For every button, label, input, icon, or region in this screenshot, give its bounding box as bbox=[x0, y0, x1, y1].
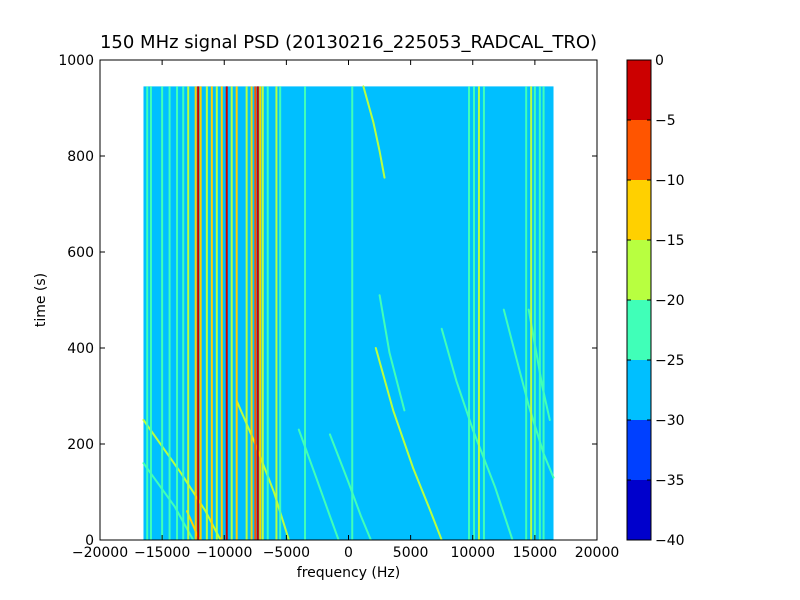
drift-track-5 bbox=[374, 347, 443, 540]
drift-track-4 bbox=[328, 433, 372, 540]
colorbar-tick-label: −35 bbox=[655, 473, 685, 489]
colorbar-band bbox=[627, 480, 651, 540]
x-tick-label: 20000 bbox=[575, 545, 620, 561]
colorbar bbox=[627, 60, 651, 540]
colorbar-tick-label: −15 bbox=[655, 233, 685, 249]
drift-track-8 bbox=[440, 327, 514, 540]
colorbar-tick-label: −5 bbox=[655, 113, 676, 129]
colorbar-tick-label: −30 bbox=[655, 413, 685, 429]
x-axis: −20000 −15000 −10000 −5000 0 5000 10000 15000 20… bbox=[72, 60, 619, 561]
x-tick-label: 0 bbox=[344, 545, 353, 561]
colorbar-band bbox=[627, 60, 651, 120]
x-tick-label: −20000 bbox=[72, 545, 128, 561]
colorbar-tick-label: −20 bbox=[655, 293, 685, 309]
x-axis-label: frequency (Hz) bbox=[297, 565, 400, 581]
drift-track-1 bbox=[142, 462, 195, 540]
x-tick-label: −10000 bbox=[196, 545, 252, 561]
colorbar-band bbox=[627, 120, 651, 180]
y-axis: 0 200 400 600 800 1000 bbox=[58, 53, 597, 549]
colorbar-tick-label: −25 bbox=[655, 353, 685, 369]
colorbar-axis: 0 −5 −10 −15 −20 −25 −30 −35 −40 bbox=[627, 53, 685, 549]
spectrogram-heatmap bbox=[142, 85, 555, 540]
drift-track-9 bbox=[502, 308, 555, 479]
colorbar-band bbox=[627, 180, 651, 240]
drift-track-7 bbox=[378, 294, 406, 412]
colorbar-band bbox=[627, 300, 651, 360]
drift-track-3 bbox=[297, 428, 340, 540]
drift-track-10 bbox=[527, 308, 551, 421]
y-tick-label: 800 bbox=[67, 149, 94, 165]
colorbar-band bbox=[627, 420, 651, 480]
y-tick-label: 600 bbox=[67, 245, 94, 261]
x-tick-label: 15000 bbox=[513, 545, 558, 561]
y-tick-label: 0 bbox=[85, 533, 94, 549]
heatmap-background bbox=[143, 86, 554, 540]
colorbar-band bbox=[627, 240, 651, 300]
y-axis-label: time (s) bbox=[33, 273, 49, 327]
x-tick-label: −5000 bbox=[263, 545, 310, 561]
x-tick-label: 5000 bbox=[393, 545, 429, 561]
drift-track-6 bbox=[362, 85, 386, 179]
x-tick-label: 10000 bbox=[450, 545, 495, 561]
x-tick-label: −15000 bbox=[134, 545, 190, 561]
colorbar-tick-label: 0 bbox=[655, 53, 664, 69]
colorbar-tick-label: −10 bbox=[655, 173, 685, 189]
colorbar-tick-label: −40 bbox=[655, 533, 685, 549]
colorbar-band bbox=[627, 360, 651, 420]
y-tick-label: 200 bbox=[67, 437, 94, 453]
y-tick-label: 400 bbox=[67, 341, 94, 357]
y-tick-label: 1000 bbox=[58, 53, 94, 69]
chart-title: 150 MHz signal PSD (20130216_225053_RADC… bbox=[100, 32, 597, 53]
